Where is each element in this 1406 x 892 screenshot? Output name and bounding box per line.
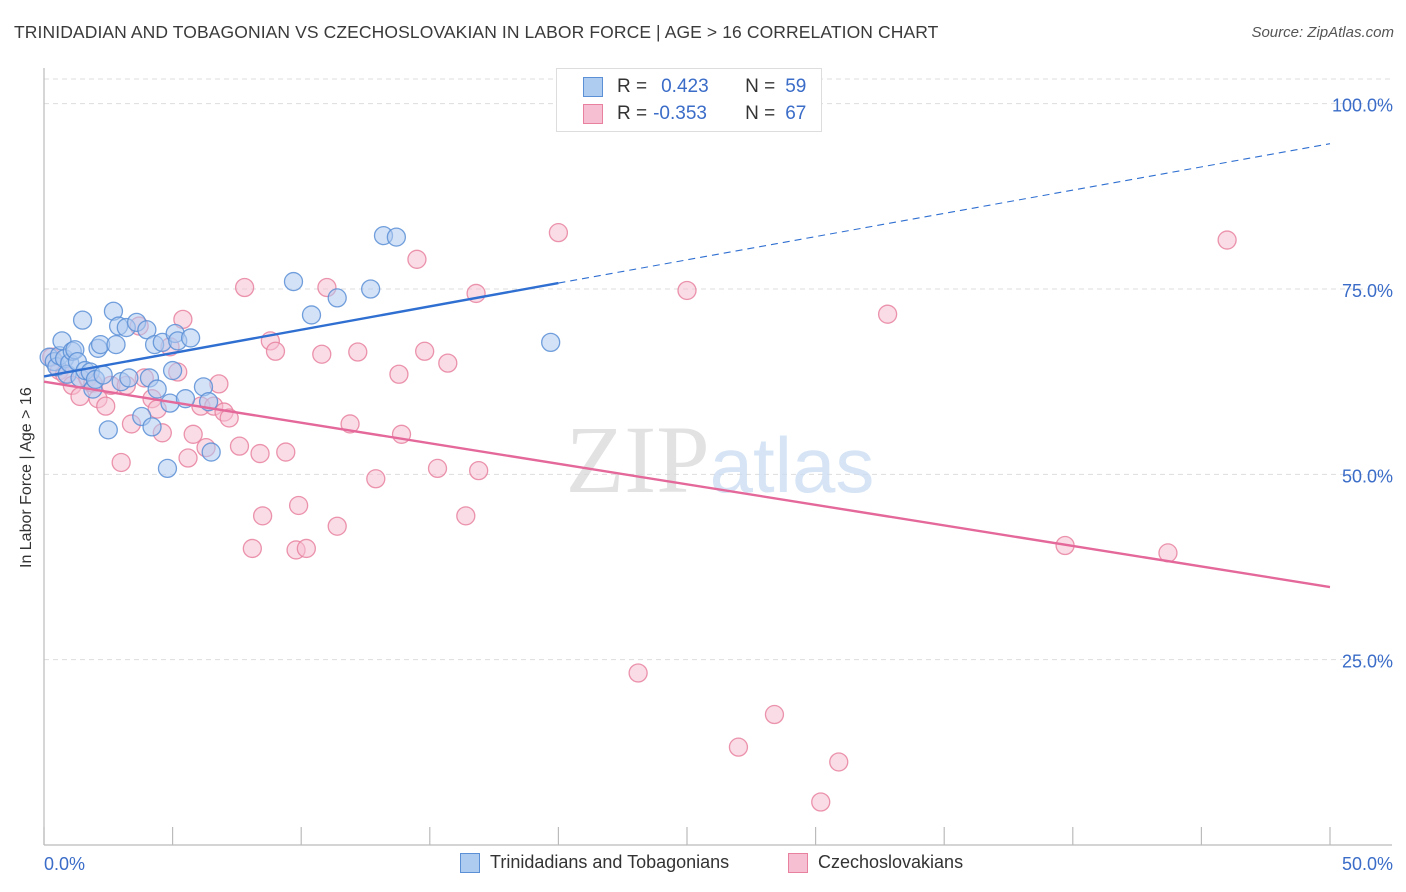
czechoslovakian-point	[327, 516, 347, 536]
trinidadian-point	[327, 288, 347, 308]
czechoslovakian-point	[764, 704, 785, 725]
czechoslovakian-trendline	[43, 380, 1331, 589]
axes	[43, 68, 1392, 846]
czechoslovakian-point	[877, 304, 898, 324]
r-label: R =	[617, 76, 648, 97]
trinidadian-point	[541, 332, 561, 353]
czechoslovakian-point	[829, 752, 849, 772]
czechoslovakians-points	[42, 222, 1237, 812]
trinidadian-point	[283, 271, 304, 292]
blue-swatch	[583, 77, 603, 97]
czechoslovakian-point	[348, 342, 368, 362]
chart-title: TRINIDADIAN AND TOBAGONIAN VS CZECHOSLOV…	[14, 22, 939, 42]
legend-label: Czechoslovakians	[818, 852, 964, 872]
y-tick-label: 100.0%	[1332, 96, 1393, 116]
trinidadian-point	[142, 417, 162, 437]
trinidadian-point	[360, 279, 381, 299]
n-label: N =	[745, 103, 776, 124]
czechoslovakian-point	[234, 277, 255, 298]
czechoslovakian-point	[340, 414, 360, 434]
y-tick-label: 50.0%	[1342, 466, 1393, 486]
trinidadian-point	[386, 227, 407, 247]
czechoslovakian-point	[252, 506, 273, 526]
source-label: Source: ZipAtlas.com	[1251, 24, 1394, 41]
czechoslovakian-point	[548, 222, 569, 243]
trinidadian-point	[201, 442, 221, 462]
r-value: 0.423	[661, 76, 709, 97]
czechoslovakian-point	[677, 280, 697, 301]
blue-swatch	[460, 852, 480, 873]
gridlines	[44, 78, 1392, 661]
n-value: 67	[785, 103, 807, 124]
czechoslovakian-point	[296, 538, 316, 559]
x-tick-label: 0.0%	[44, 854, 85, 874]
trinidadian-point	[93, 365, 113, 385]
y-tick-label: 25.0%	[1342, 652, 1393, 672]
czechoslovakian-point	[628, 663, 648, 683]
trinidadian-point	[98, 420, 118, 440]
czechoslovakian-point	[288, 495, 309, 516]
watermark-atlas: atlas	[710, 421, 875, 509]
czechoslovakian-point	[456, 506, 476, 526]
czechoslovakian-point	[183, 424, 203, 444]
trinidadian-point	[119, 368, 139, 388]
czechoslovakian-point	[438, 353, 458, 373]
watermark-zip: ZIP	[566, 406, 710, 513]
czechoslovakian-point	[469, 460, 489, 481]
czechoslovakian-point	[265, 341, 286, 361]
czechoslovakian-point	[178, 448, 198, 468]
r-label: R =	[617, 103, 648, 124]
watermark: ZIPatlas	[566, 406, 875, 513]
legend-item-czechoslovakians[interactable]: Czechoslovakians	[788, 852, 963, 873]
czechoslovakian-point	[219, 408, 239, 428]
y-tick-label: 75.0%	[1342, 281, 1393, 301]
legend-row-blue: R = 0.423 N = 59	[583, 76, 806, 98]
trinidadian-point	[157, 458, 178, 479]
czechoslovakian-point	[407, 249, 427, 269]
r-value: -0.353	[653, 103, 707, 124]
y-axis-label: In Labor Force | Age > 16	[18, 387, 35, 568]
czechoslovakian-point	[415, 341, 435, 361]
trendlines	[43, 143, 1331, 589]
trinidadian-point	[180, 328, 201, 348]
czechoslovakian-point	[427, 458, 448, 479]
trinidadian-point	[72, 310, 93, 330]
czechoslovakian-point	[811, 792, 831, 812]
n-label: N =	[745, 76, 776, 97]
pink-swatch	[583, 104, 603, 124]
czechoslovakian-point	[250, 443, 270, 464]
czechoslovakian-point	[312, 344, 332, 364]
stats-legend: R = 0.423 N = 59 R = -0.353 N = 67	[556, 68, 822, 132]
trinidadian-point	[106, 334, 126, 355]
czechoslovakian-point	[242, 538, 262, 559]
x-tick-label: 50.0%	[1342, 854, 1393, 874]
legend-row-pink: R = -0.353 N = 67	[583, 103, 806, 125]
czechoslovakian-point	[728, 737, 749, 757]
pink-swatch	[788, 852, 808, 873]
n-value: 59	[785, 76, 807, 97]
trinidadians-points	[39, 225, 561, 479]
czechoslovakian-point	[229, 436, 250, 456]
trinidadian-point	[301, 305, 322, 325]
trinidadian-trendline	[43, 281, 559, 378]
czechoslovakian-point	[96, 396, 116, 416]
trinidadian-point	[162, 360, 183, 381]
czechoslovakian-point	[111, 452, 131, 473]
trinidadian-trendline-extension	[558, 143, 1331, 284]
legend-item-trinidadians[interactable]: Trinidadians and Tobagonians	[460, 852, 729, 873]
czechoslovakian-point	[276, 442, 296, 462]
trinidadian-point	[137, 320, 157, 340]
tick-labels: 25.0% 50.0% 75.0% 100.0% 0.0% 50.0%	[44, 96, 1393, 874]
czechoslovakian-point	[1217, 230, 1237, 250]
legend-label: Trinidadians and Tobagonians	[490, 852, 730, 872]
trinidadian-point	[147, 379, 167, 399]
czechoslovakian-point	[389, 364, 409, 384]
czechoslovakian-point	[366, 469, 386, 489]
